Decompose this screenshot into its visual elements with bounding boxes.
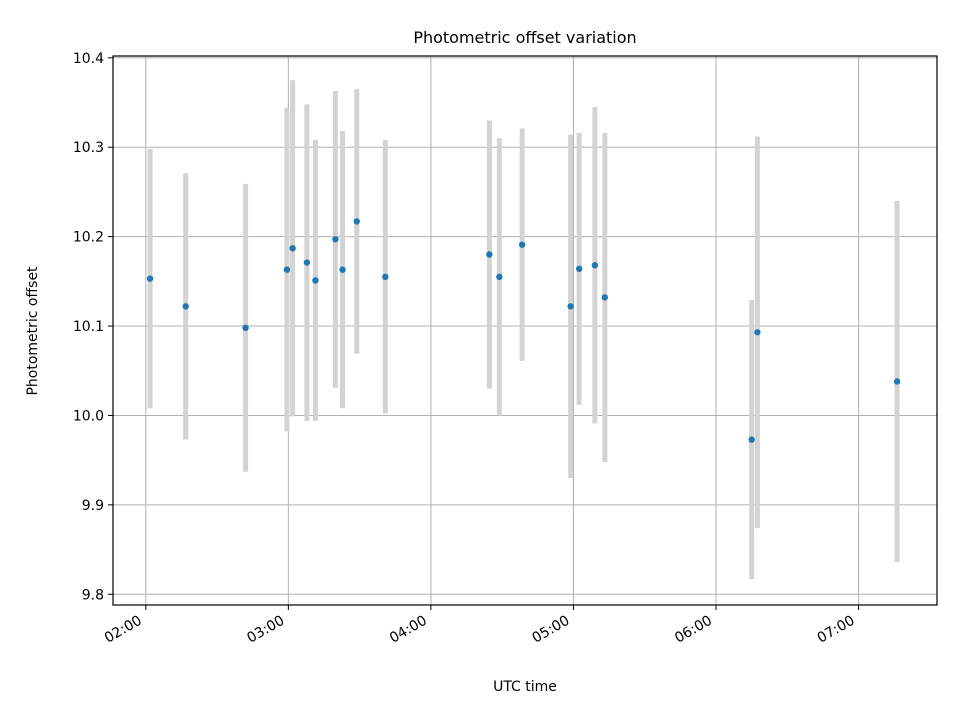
data-point: [312, 277, 319, 284]
data-point: [518, 241, 526, 248]
y-tick-label: 9.9: [82, 498, 104, 514]
chart-title: Photometric offset variation: [413, 28, 636, 47]
x-axis-label: UTC time: [493, 679, 557, 695]
data-point: [748, 436, 755, 443]
data-point: [486, 251, 493, 258]
data-points: [146, 218, 901, 443]
y-tick-label: 10.3: [73, 140, 104, 156]
data-point: [382, 273, 389, 281]
data-point: [496, 273, 503, 281]
data-point: [289, 245, 296, 252]
data-point: [754, 329, 761, 336]
data-point: [303, 259, 311, 266]
data-point: [146, 275, 154, 282]
data-point: [591, 262, 599, 269]
y-tick-label: 10.1: [73, 319, 104, 335]
y-tick-label: 10.2: [73, 230, 104, 246]
data-point: [353, 218, 360, 225]
data-point: [332, 236, 339, 243]
y-tick-label: 10.0: [73, 408, 104, 424]
grid: [113, 56, 937, 605]
plot-frame: [112, 55, 938, 606]
y-axis-label: Photometric offset: [25, 266, 41, 396]
data-point: [339, 266, 346, 273]
data-point: [567, 303, 574, 310]
data-point: [893, 378, 901, 385]
data-point: [283, 266, 291, 273]
data-point: [182, 303, 189, 310]
data-point: [242, 324, 249, 332]
y-tick-label: 10.4: [73, 51, 104, 67]
data-point: [575, 265, 583, 273]
data-point: [601, 294, 609, 301]
y-tick-label: 9.8: [82, 587, 104, 603]
